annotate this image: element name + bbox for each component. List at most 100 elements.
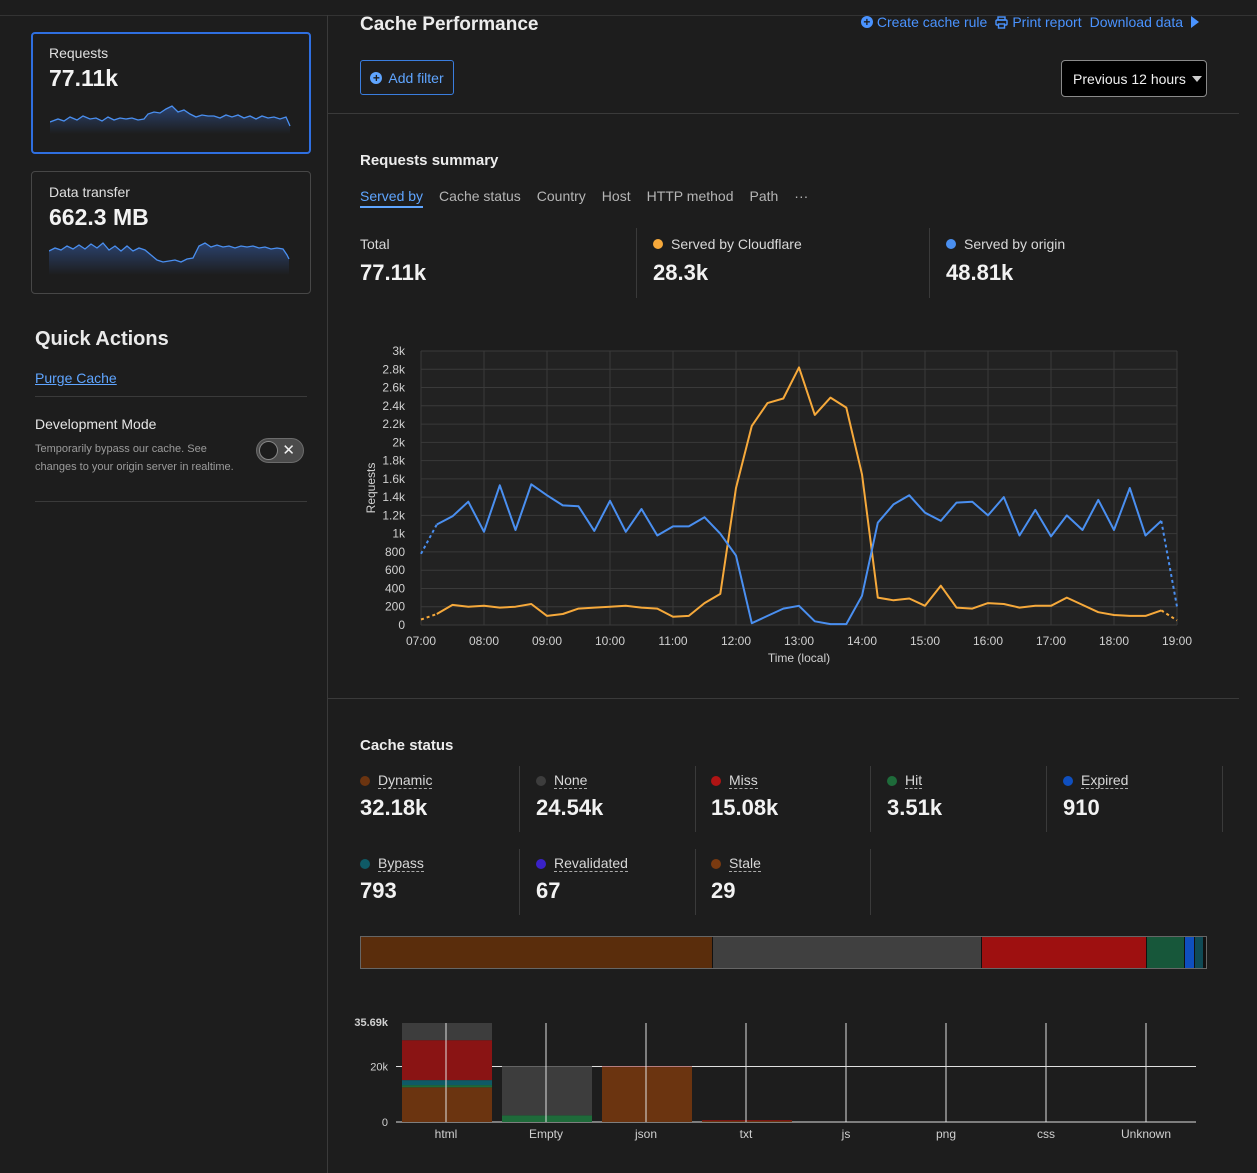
- cache-status-item-hit[interactable]: Hit 3.51k: [887, 772, 942, 838]
- close-icon: ✕: [282, 442, 295, 459]
- y-tick-label: 2.6k: [382, 381, 406, 395]
- x-tick-label: 17:00: [1036, 634, 1066, 648]
- chevron-down-icon: [1191, 75, 1202, 82]
- cache-status-item-expired[interactable]: Expired 910: [1063, 772, 1129, 838]
- time-range-select[interactable]: Previous 12 hours: [1061, 60, 1207, 97]
- bar-segment: [402, 1080, 492, 1086]
- header-actions: + Create cache rule Print report Downloa…: [860, 14, 1199, 30]
- summary-label: Served by origin: [964, 236, 1066, 252]
- stacked-bar-segment-miss[interactable]: [981, 937, 1147, 968]
- divider: [328, 113, 1239, 114]
- requests-line-chart: 0 200 400 600 800 1k 1.2k 1.4k 1.6k 1.8k 2k 2.2k 2.4…: [364, 344, 1192, 665]
- dev-mode-description: Temporarily bypass our cache. See change…: [35, 443, 234, 473]
- cache-status-item-stale[interactable]: Stale 29: [711, 855, 761, 921]
- purge-cache-link[interactable]: Purge Cache: [35, 370, 117, 386]
- stacked-bar-segment-hit[interactable]: [1146, 937, 1186, 968]
- tab-country[interactable]: Country: [536, 188, 586, 204]
- bar-segment: [602, 1067, 692, 1122]
- sidebar: Requests 77.11k Data transfer 662.3 MB Q…: [0, 0, 327, 1173]
- card-value: 77.11k: [49, 65, 119, 91]
- printer-icon: [995, 15, 1009, 29]
- tab-cache-status[interactable]: Cache status: [439, 188, 521, 204]
- summary-label: Served by Cloudflare: [671, 236, 802, 252]
- create-cache-rule-link[interactable]: + Create cache rule: [860, 14, 987, 30]
- cache-status-item-revalidated[interactable]: Revalidated 67: [536, 855, 628, 921]
- stacked-bar-segment-stale[interactable]: [1204, 937, 1206, 968]
- cache-status-name: None: [554, 772, 588, 789]
- summary-total: Total 77.11k: [360, 228, 426, 298]
- print-report-link[interactable]: Print report: [995, 14, 1082, 30]
- action-label: Download data: [1089, 14, 1183, 30]
- y-tick-label: 200: [385, 600, 405, 614]
- x-tick-label: 19:00: [1162, 634, 1192, 648]
- x-tick-label: js: [841, 1127, 851, 1141]
- stacked-bar-segment-dynamic[interactable]: [361, 937, 714, 968]
- bar-segment: [502, 1066, 592, 1116]
- summary-cloudflare: Served by Cloudflare 28.3k: [653, 228, 802, 298]
- divider: [35, 396, 307, 397]
- content-type-bar-chart: 0 20k 35.69k html Empty json txt js png css Unknow…: [354, 1017, 1196, 1141]
- dev-mode-toggle[interactable]: ✕: [256, 438, 304, 463]
- summary-value: 77.11k: [360, 260, 427, 285]
- x-tick-label: 16:00: [973, 634, 1003, 648]
- tab-served-by[interactable]: Served by: [360, 188, 424, 208]
- requests-card[interactable]: Requests 77.11k: [31, 32, 311, 154]
- top-border: [0, 15, 1257, 16]
- card-label: Requests: [49, 45, 109, 61]
- plus-circle-icon: +: [370, 71, 383, 84]
- cache-status-value: 67: [536, 878, 561, 903]
- divider: [695, 849, 696, 915]
- summary-origin: Served by origin 48.81k: [946, 228, 1065, 298]
- summary-tabs: Served by Cache status Country Host HTTP…: [360, 188, 808, 208]
- series-line-partial: [420, 613, 438, 621]
- download-data-link[interactable]: Download data: [1090, 14, 1199, 30]
- bar-segment: [402, 1023, 492, 1041]
- y-tick-label: 600: [385, 563, 405, 577]
- caret-right-icon: [1191, 16, 1199, 28]
- bar-segment: [702, 1120, 792, 1122]
- stacked-bar-segment-revalidated[interactable]: [1203, 937, 1205, 968]
- divider: [519, 849, 520, 915]
- cache-status-name: Revalidated: [554, 855, 628, 872]
- summary-value: 28.3k: [653, 260, 709, 285]
- page-title: Cache Performance: [360, 14, 539, 35]
- add-filter-label: Add filter: [388, 69, 444, 86]
- series-line: [436, 366, 1162, 618]
- cache-status-label: Miss: [711, 772, 778, 789]
- y-tick-label: 1.4k: [382, 490, 406, 504]
- cache-status-item-none[interactable]: None 24.54k: [536, 772, 603, 838]
- bar-segment: [702, 1120, 792, 1121]
- requests-summary-title: Requests summary: [360, 152, 499, 169]
- more-tabs-icon[interactable]: ···: [794, 188, 809, 204]
- y-tick-label: 3k: [392, 344, 406, 358]
- tab-path[interactable]: Path: [749, 188, 779, 204]
- x-tick-label: 11:00: [658, 634, 687, 648]
- y-tick-label: 2.4k: [382, 399, 406, 413]
- tab-http-method[interactable]: HTTP method: [646, 188, 734, 204]
- stacked-bar-segment-expired[interactable]: [1185, 937, 1196, 968]
- cache-status-item-dynamic[interactable]: Dynamic 32.18k: [360, 772, 433, 838]
- stacked-bar-segment-bypass[interactable]: [1195, 937, 1204, 968]
- summary-value: 48.81k: [946, 260, 1014, 285]
- bar-segment: [402, 1040, 492, 1081]
- stacked-bar-segment-none[interactable]: [713, 937, 982, 968]
- y-tick-label: 400: [385, 581, 405, 595]
- divider: [328, 698, 1239, 699]
- cache-status-value: 24.54k: [536, 795, 604, 820]
- tab-host[interactable]: Host: [601, 188, 631, 204]
- cache-status-label: Revalidated: [536, 855, 628, 872]
- y-tick-label: 1.6k: [382, 472, 406, 486]
- toggle-knob: [259, 441, 278, 460]
- legend-dot: [887, 775, 897, 786]
- y-tick-label: 2.2k: [382, 417, 406, 431]
- legend-dot: [536, 858, 546, 869]
- x-tick-label: 08:00: [469, 634, 499, 648]
- divider: [929, 228, 930, 298]
- cache-status-item-miss[interactable]: Miss 15.08k: [711, 772, 778, 838]
- add-filter-button[interactable]: + Add filter: [360, 60, 454, 95]
- action-label: Print report: [1012, 14, 1082, 30]
- cache-status-item-bypass[interactable]: Bypass 793: [360, 855, 424, 921]
- summary-label: Total: [360, 236, 390, 252]
- data-transfer-card[interactable]: Data transfer 662.3 MB: [31, 171, 311, 294]
- summary-label-row: Served by Cloudflare: [653, 236, 802, 252]
